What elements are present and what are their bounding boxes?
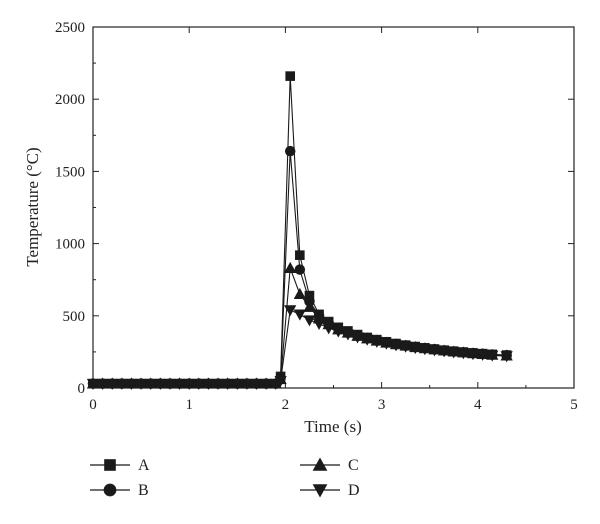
data-point-D	[284, 305, 297, 317]
data-point-D	[312, 318, 326, 330]
y-tick-label: 0	[78, 381, 86, 397]
data-point-D	[163, 378, 177, 390]
data-point-D	[447, 347, 460, 359]
data-point-A	[285, 71, 296, 81]
data-point-A	[295, 250, 305, 260]
data-point-D	[361, 334, 374, 346]
data-point-D	[476, 349, 489, 361]
x-tick-label: 3	[378, 397, 386, 413]
series-C	[86, 261, 513, 389]
data-point-D	[399, 341, 412, 353]
series-D	[86, 305, 513, 390]
data-point-D	[221, 378, 234, 390]
data-point-D	[380, 338, 393, 350]
legend-marker	[312, 484, 328, 498]
legend-marker	[312, 457, 328, 471]
legend-item-C: C	[300, 457, 359, 474]
data-point-D	[486, 350, 499, 362]
legend-label: C	[348, 457, 359, 474]
data-point-D	[125, 378, 138, 390]
data-point-D	[428, 345, 441, 357]
data-point-D	[274, 375, 287, 388]
x-tick-label: 0	[89, 397, 97, 413]
data-point-C	[284, 261, 297, 273]
x-tick-label: 2	[282, 397, 290, 413]
legend-label: D	[348, 482, 360, 499]
data-point-D	[409, 343, 422, 355]
y-tick-label: 2000	[55, 92, 85, 108]
data-point-D	[341, 329, 355, 341]
y-tick-label: 1500	[55, 164, 85, 180]
y-axis-title: Temperature (°C)	[23, 147, 42, 266]
data-point-D	[322, 323, 335, 335]
data-point-C	[293, 287, 306, 299]
legend-label: B	[138, 482, 149, 499]
x-tick-label: 5	[570, 397, 578, 413]
data-point-D	[86, 378, 100, 390]
data-point-D	[134, 378, 148, 390]
data-point-D	[260, 378, 273, 390]
data-point-D	[192, 378, 205, 390]
data-point-D	[437, 346, 451, 358]
data-point-D	[303, 315, 316, 327]
y-tick-label: 2500	[55, 20, 85, 36]
series-A	[88, 71, 512, 389]
data-point-D	[115, 378, 128, 390]
legend-item-D: D	[300, 482, 360, 499]
data-point-B	[284, 145, 296, 157]
data-point-D	[106, 378, 119, 390]
series-line-C	[93, 267, 507, 385]
data-point-B	[294, 264, 306, 275]
y-tick-label: 1000	[55, 237, 85, 253]
legend: AB CD	[90, 457, 360, 499]
data-point-D	[332, 326, 345, 338]
legend-item-B: B	[90, 482, 149, 499]
data-point-D	[389, 340, 403, 352]
data-point-D	[211, 378, 225, 390]
data-point-D	[370, 336, 383, 348]
data-point-D	[96, 378, 109, 390]
data-point-D	[231, 378, 244, 390]
data-point-C	[303, 300, 316, 312]
data-point-D	[351, 332, 364, 344]
x-tick-label: 1	[185, 397, 193, 413]
legend-marker	[104, 459, 116, 471]
data-point-D	[457, 348, 470, 360]
axis-ticks: 0 1 2 3 4 5 0 500 1000 1500 2000 2500	[55, 20, 578, 413]
data-point-D	[500, 351, 513, 363]
legend-marker	[103, 483, 117, 497]
data-point-D	[144, 378, 157, 390]
data-point-D	[154, 378, 167, 390]
data-point-D	[173, 378, 186, 390]
data-point-D	[293, 309, 306, 321]
data-point-D	[466, 349, 480, 361]
data-point-D	[418, 344, 432, 356]
x-axis-title: Time (s)	[304, 417, 361, 436]
data-point-D	[240, 378, 254, 390]
data-point-D	[250, 378, 263, 390]
data-series	[86, 71, 513, 390]
legend-item-A: A	[90, 457, 150, 474]
data-point-D	[202, 378, 215, 390]
legend-label: A	[138, 457, 150, 474]
x-tick-label: 4	[474, 397, 482, 413]
series-line-A	[93, 76, 507, 385]
y-tick-label: 500	[63, 309, 86, 325]
data-point-D	[183, 378, 196, 390]
